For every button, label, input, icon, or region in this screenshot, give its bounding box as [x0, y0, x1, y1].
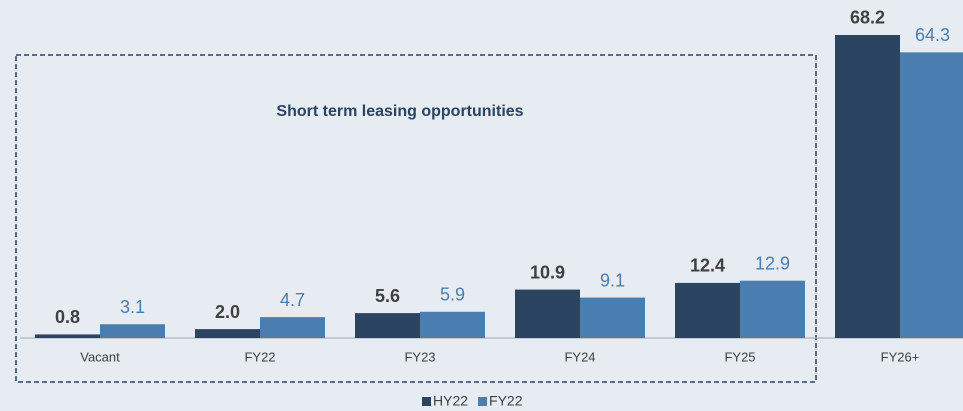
- bar: [355, 313, 420, 338]
- data-label: 5.6: [375, 286, 400, 306]
- data-label: 4.7: [280, 290, 305, 310]
- data-label: 5.9: [440, 285, 465, 305]
- bar: [900, 52, 963, 339]
- bar: [675, 282, 740, 338]
- x-tick-label: FY22: [244, 349, 275, 364]
- x-tick-label: FY23: [404, 349, 435, 364]
- data-label: 2.0: [215, 302, 240, 322]
- highlight-box: [15, 54, 817, 383]
- data-label: 9.1: [600, 270, 625, 290]
- bar: [260, 317, 325, 338]
- bar: [515, 289, 580, 338]
- bar: [835, 34, 900, 339]
- legend-swatch: [478, 397, 488, 406]
- data-label: 12.4: [690, 256, 725, 276]
- bar: [580, 297, 645, 338]
- data-label: 68.2: [850, 8, 885, 28]
- legend-swatch: [422, 397, 431, 406]
- x-tick-label: FY24: [564, 349, 595, 364]
- annotation: Short term leasing opportunities: [276, 103, 523, 120]
- x-tick-label: Vacant: [80, 349, 120, 364]
- data-label: 10.9: [530, 262, 565, 282]
- x-tick-label: FY25: [724, 349, 755, 364]
- bar: [420, 311, 485, 338]
- legend-label: FY22: [489, 393, 523, 409]
- data-label: 64.3: [915, 25, 950, 45]
- bar: [35, 334, 100, 338]
- legend-label: HY22: [433, 393, 468, 409]
- x-tick-label: FY26+: [881, 349, 920, 364]
- bar: [195, 329, 260, 338]
- data-label: 12.9: [755, 253, 790, 273]
- bar: [100, 324, 165, 338]
- bar: [740, 280, 805, 338]
- data-label: 3.1: [120, 297, 145, 317]
- data-label: 0.8: [55, 307, 80, 327]
